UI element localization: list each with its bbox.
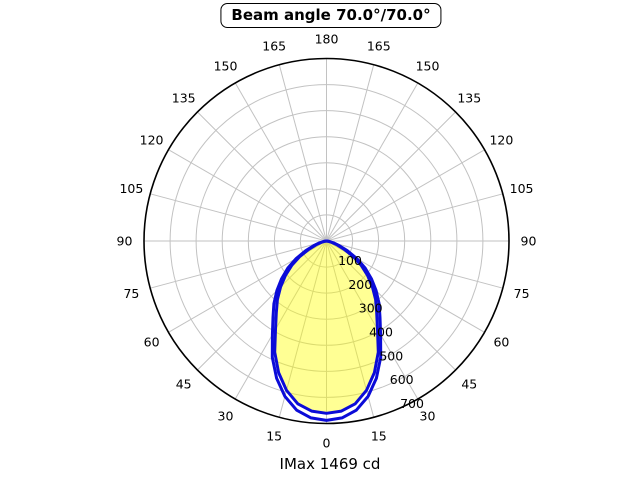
- grid-ring: [299, 214, 354, 268]
- grid-spoke: [197, 240, 327, 371]
- grid-spoke: [326, 240, 419, 400]
- angle-label-left: 135: [172, 91, 196, 106]
- angle-label: 180: [315, 32, 339, 47]
- angle-label-right: 15: [371, 429, 387, 444]
- angle-label-left: 60: [144, 335, 160, 350]
- grid-spoke: [150, 193, 327, 242]
- angle-label-left: 120: [140, 133, 164, 148]
- angle-label-left: 15: [266, 429, 282, 444]
- angle-label-right: 150: [416, 59, 440, 74]
- grid-spoke: [278, 64, 327, 242]
- grid-spoke: [326, 82, 419, 242]
- radial-tick-label: 700: [400, 396, 424, 411]
- angle-label-left: 150: [214, 59, 238, 74]
- angle-label-right: 30: [420, 408, 436, 423]
- grid-spoke: [326, 64, 375, 242]
- angle-label-right: 105: [510, 181, 534, 196]
- grid-spoke: [326, 240, 503, 289]
- grid-spoke: [168, 149, 327, 242]
- radial-tick-label: 200: [348, 277, 372, 292]
- angle-label-left: 165: [262, 38, 286, 53]
- angle-label-right: 165: [367, 38, 391, 53]
- grid-spoke: [197, 111, 327, 242]
- grid-ring: [221, 136, 432, 346]
- grid-spoke: [326, 111, 456, 242]
- angle-label-left: 105: [119, 181, 143, 196]
- angle-label-right: 120: [489, 133, 513, 148]
- grid-ring: [195, 110, 458, 372]
- angle-label-right: 45: [461, 376, 477, 391]
- angle-label-left: 75: [123, 286, 139, 301]
- grid-spoke: [326, 240, 375, 418]
- angle-label-left: 90: [117, 234, 133, 249]
- grid-spoke: [150, 240, 327, 289]
- radial-tick-label: 400: [369, 325, 393, 340]
- angle-label-right: 75: [514, 286, 530, 301]
- grid-spoke: [234, 82, 327, 242]
- grid-spoke: [234, 240, 327, 400]
- chart-title-box: Beam angle 70.0°/70.0°: [220, 3, 442, 28]
- grid-ring: [273, 188, 380, 294]
- grid-ring: [247, 162, 406, 320]
- chart-title: Beam angle 70.0°/70.0°: [231, 6, 431, 24]
- intensity-fill: [274, 241, 379, 414]
- angle-label-right: 90: [521, 234, 537, 249]
- grid-spoke: [278, 240, 327, 418]
- grid-ring: [169, 84, 484, 398]
- radial-tick-label: 500: [379, 348, 403, 363]
- radial-tick-label: 100: [338, 253, 362, 268]
- angle-label-right: 135: [457, 91, 481, 106]
- grid-spoke: [326, 149, 485, 242]
- angle-label-right: 60: [493, 335, 509, 350]
- grid-spoke: [326, 193, 503, 242]
- radial-tick-label: 600: [390, 372, 414, 387]
- imax-label: IMax 1469 cd: [279, 455, 381, 473]
- angle-label-left: 30: [218, 408, 234, 423]
- grid-spoke: [326, 240, 456, 371]
- polar-outline: [143, 57, 510, 425]
- angle-label: 0: [323, 436, 331, 451]
- intensity-curve-plane-inner: [273, 239, 380, 415]
- radial-tick-label: 300: [359, 301, 383, 316]
- angle-label-left: 45: [176, 376, 192, 391]
